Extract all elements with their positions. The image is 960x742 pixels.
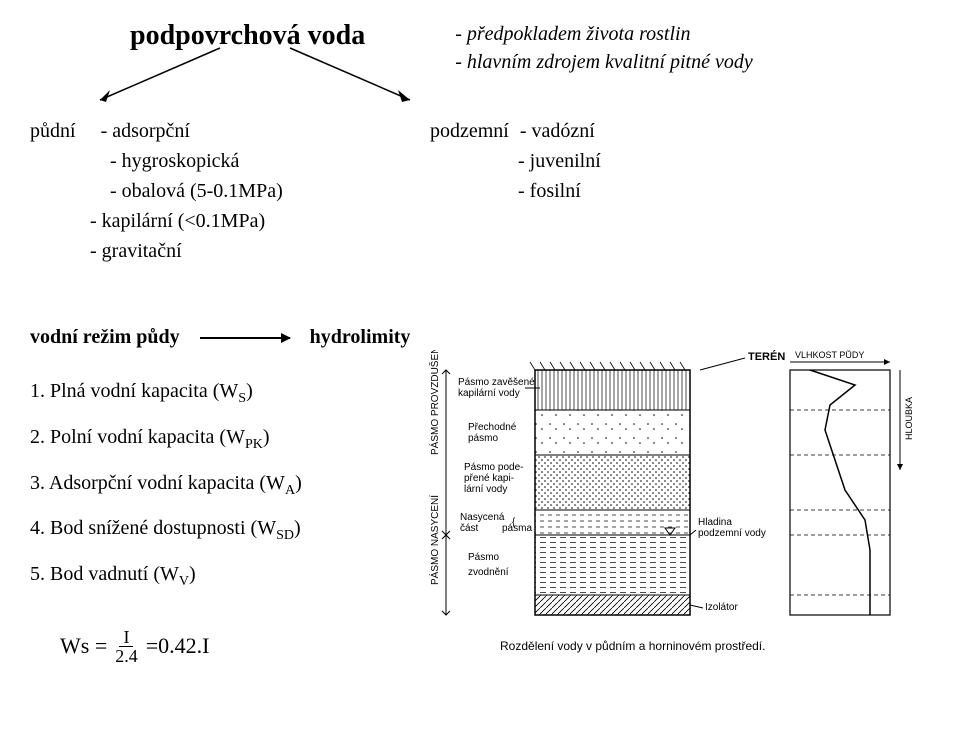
svg-text:TERÉN: TERÉN [748, 350, 785, 363]
svg-text:Izolátor: Izolátor [705, 602, 738, 613]
soil-diagram: TERÉN PÁSMO PROVZDUŠENÍ PÁSMO NASYCENÍ Pásm… [420, 350, 930, 720]
list-item: 4. Bod snížené dostupnosti (WSD) [30, 506, 370, 552]
underground-label: podzemní [430, 120, 509, 142]
soil-column: půdní - adsorpční - hygroskopická - obal… [30, 116, 390, 266]
list-item: 3. Adsorpční vodní kapacita (WA) [30, 461, 370, 507]
assumptions: - předpokladem života rostlin - hlavním … [455, 20, 753, 76]
svg-text:Pásmo pode-: Pásmo pode- [464, 462, 523, 473]
list-item: 1. Plná vodní kapacita (WS) [30, 369, 370, 415]
svg-text:podzemní vody: podzemní vody [698, 528, 766, 539]
regime-left: vodní režim půdy [30, 326, 180, 349]
svg-text:Nasycená: Nasycená [460, 512, 505, 523]
underground-item: - vadózní [520, 120, 595, 142]
arrow-icon [200, 337, 290, 339]
svg-text:Rozdělení vody v půdním a horn: Rozdělení vody v půdním a horninovém pro… [500, 639, 765, 653]
svg-text:Pásmo: Pásmo [468, 552, 500, 563]
regime-row: vodní režim půdy hydrolimity [30, 326, 930, 349]
soil-item: - gravitační [90, 236, 390, 266]
svg-text:HLOUBKA: HLOUBKA [904, 397, 914, 440]
svg-text:Hladina: Hladina [698, 517, 732, 528]
capacity-list: 1. Plná vodní kapacita (WS) 2. Polní vod… [30, 369, 370, 598]
svg-text:PÁSMO PROVZDUŠENÍ: PÁSMO PROVZDUŠENÍ [428, 350, 441, 455]
assumption-line: - hlavním zdrojem kvalitní pitné vody [455, 48, 753, 76]
svg-text:část: část [460, 523, 479, 534]
underground-column: podzemní - vadózní - juvenilní - fosilní [430, 116, 601, 266]
assumption-line: - předpokladem života rostlin [455, 20, 753, 48]
soil-label: půdní [30, 120, 76, 142]
svg-text:PÁSMO NASYCENÍ: PÁSMO NASYCENÍ [428, 495, 441, 585]
svg-text:přené kapi-: přené kapi- [464, 473, 514, 484]
soil-item: - adsorpční [101, 120, 190, 142]
svg-text:pásma: pásma [502, 523, 532, 534]
arrow-decor [260, 40, 480, 110]
svg-text:zvodnění: zvodnění [468, 567, 509, 578]
svg-text:VLHKOST PŮDY: VLHKOST PŮDY [795, 350, 864, 360]
soil-item: - obalová (5-0.1MPa) [110, 176, 390, 206]
underground-item: - juvenilní [518, 146, 601, 176]
list-item: 5. Bod vadnutí (WV) [30, 552, 370, 598]
list-item: 2. Polní vodní kapacita (WPK) [30, 415, 370, 461]
svg-text:Pásmo zavěšené: Pásmo zavěšené [458, 377, 535, 388]
svg-text:lární vody: lární vody [464, 484, 507, 495]
regime-right: hydrolimity [310, 326, 411, 349]
soil-item: - hygroskopická [110, 146, 390, 176]
soil-item: - kapilární (<0.1MPa) [90, 206, 390, 236]
underground-item: - fosilní [518, 176, 601, 206]
svg-text:Přechodné: Přechodné [468, 422, 517, 433]
svg-text:pásmo: pásmo [468, 433, 498, 444]
svg-text:kapilární vody: kapilární vody [458, 388, 520, 399]
